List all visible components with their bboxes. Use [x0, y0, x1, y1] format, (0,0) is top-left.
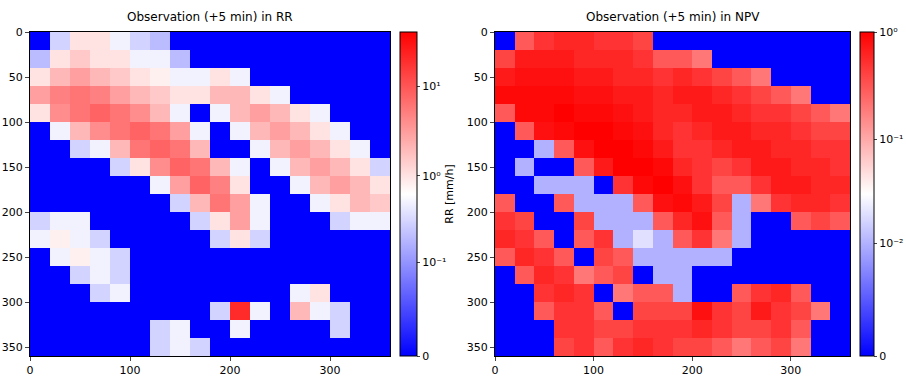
- svg-text:150: 150: [2, 161, 23, 174]
- svg-text:100: 100: [2, 116, 23, 129]
- svg-text:Observation (+5 min) in NPV: Observation (+5 min) in NPV: [586, 10, 760, 24]
- svg-text:0: 0: [481, 26, 488, 39]
- svg-text:300: 300: [467, 296, 488, 309]
- svg-text:50: 50: [474, 71, 488, 84]
- svg-text:10⁰: 10⁰: [422, 170, 441, 183]
- svg-text:0: 0: [16, 26, 23, 39]
- svg-text:200: 200: [467, 206, 488, 219]
- svg-text:Observation (+5 min) in RR: Observation (+5 min) in RR: [127, 10, 293, 24]
- svg-text:200: 200: [682, 364, 703, 377]
- svg-text:200: 200: [220, 364, 241, 377]
- svg-text:250: 250: [467, 251, 488, 264]
- svg-text:RR [mm/h]: RR [mm/h]: [443, 164, 456, 223]
- svg-text:10¹: 10¹: [422, 80, 440, 93]
- svg-text:300: 300: [780, 364, 801, 377]
- svg-text:300: 300: [2, 296, 23, 309]
- svg-text:50: 50: [9, 71, 23, 84]
- svg-text:0: 0: [879, 350, 886, 363]
- svg-text:10⁰: 10⁰: [879, 26, 898, 39]
- svg-text:350: 350: [2, 341, 23, 354]
- svg-text:0: 0: [27, 364, 34, 377]
- svg-text:100: 100: [467, 116, 488, 129]
- svg-text:0: 0: [422, 350, 429, 363]
- svg-text:10⁻¹: 10⁻¹: [422, 256, 446, 269]
- svg-text:300: 300: [320, 364, 341, 377]
- svg-text:10⁻²: 10⁻²: [879, 237, 903, 250]
- svg-text:0: 0: [492, 364, 499, 377]
- svg-text:100: 100: [120, 364, 141, 377]
- svg-text:150: 150: [467, 161, 488, 174]
- svg-text:250: 250: [2, 251, 23, 264]
- svg-text:200: 200: [2, 206, 23, 219]
- svg-text:10⁻¹: 10⁻¹: [879, 133, 903, 146]
- svg-text:350: 350: [467, 341, 488, 354]
- svg-text:100: 100: [583, 364, 604, 377]
